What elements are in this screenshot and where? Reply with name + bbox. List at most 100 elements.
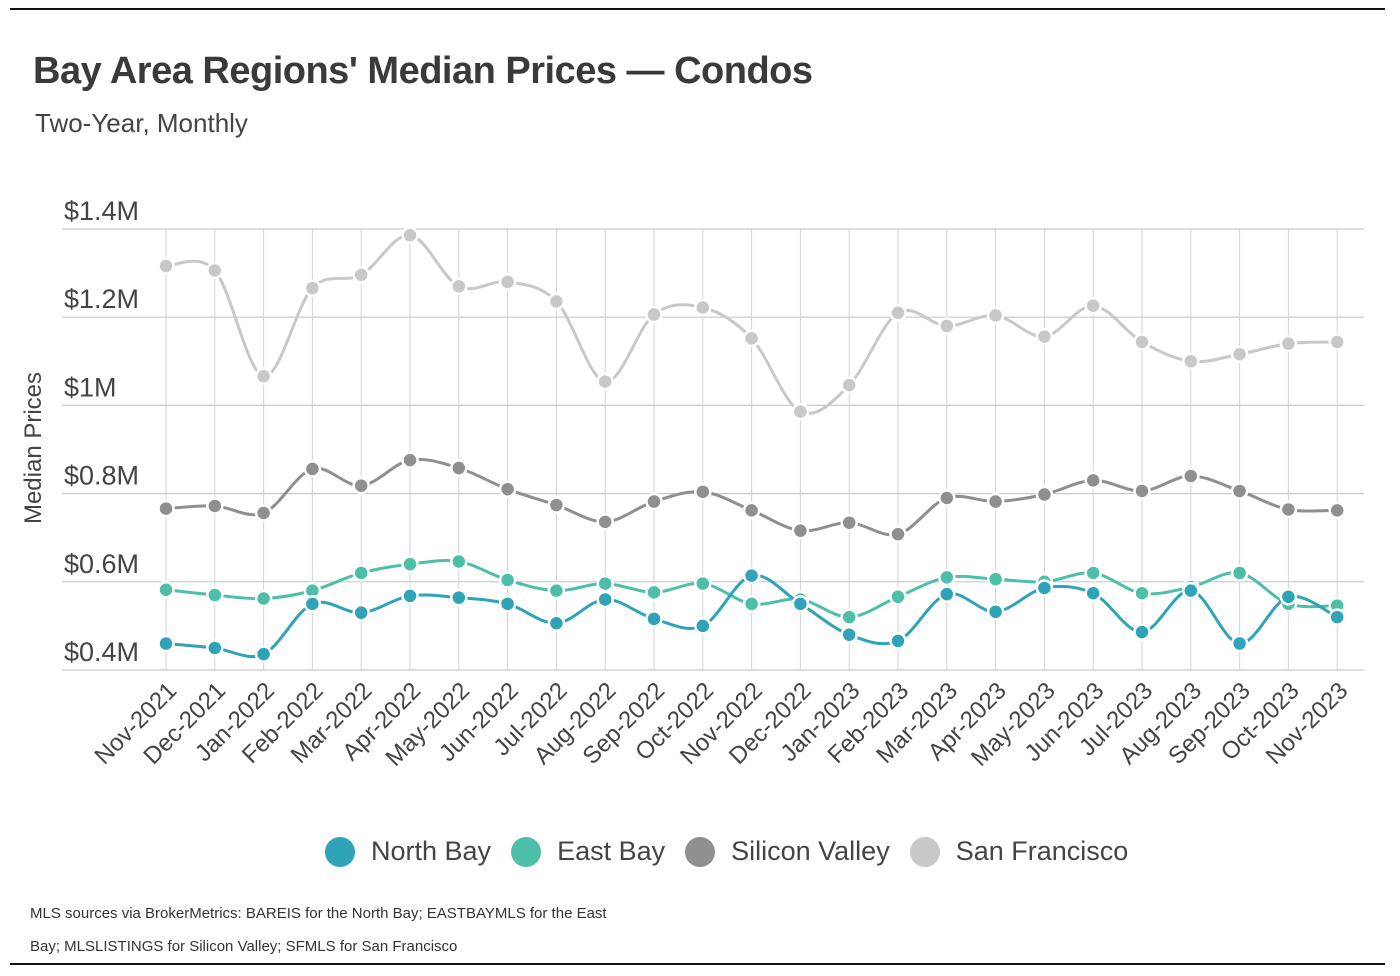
data-point-san-francisco [547, 292, 566, 311]
data-point-east-bay [498, 571, 517, 589]
data-point-east-bay [986, 570, 1005, 588]
legend-item-east-bay: East Bay [511, 836, 665, 867]
data-point-north-bay [596, 590, 614, 609]
data-point-san-francisco [1230, 345, 1249, 363]
data-point-north-bay [1133, 623, 1151, 641]
data-point-north-bay [498, 595, 517, 613]
data-point-north-bay [157, 634, 175, 653]
data-point-north-bay [1230, 634, 1249, 653]
data-point-east-bay [401, 555, 419, 573]
source-note: MLS sources via BrokerMetrics: BAREIS fo… [30, 905, 607, 955]
data-point-silicon-valley [1035, 485, 1054, 504]
data-point-san-francisco [498, 273, 517, 291]
data-point-silicon-valley [157, 499, 175, 518]
data-point-north-bay [401, 587, 419, 605]
data-point-north-bay [1328, 608, 1346, 626]
legend-item-silicon-valley: Silicon Valley [685, 836, 890, 867]
data-point-san-francisco [254, 367, 273, 386]
data-point-silicon-valley [547, 496, 566, 514]
data-point-east-bay [889, 588, 907, 606]
data-point-north-bay [1084, 584, 1102, 603]
data-point-silicon-valley [645, 492, 663, 511]
data-point-east-bay [840, 608, 858, 626]
data-point-silicon-valley [1182, 467, 1200, 485]
data-point-north-bay [352, 603, 370, 622]
series-san-francisco [157, 226, 1346, 421]
y-tick-label: $1M [64, 372, 117, 402]
data-point-san-francisco [1182, 352, 1200, 371]
data-point-san-francisco [938, 317, 956, 335]
data-point-san-francisco [352, 266, 370, 284]
data-point-east-bay [694, 574, 712, 593]
data-point-east-bay [1084, 564, 1102, 582]
data-point-silicon-valley [938, 489, 956, 507]
data-point-north-bay [1182, 581, 1200, 600]
series-silicon-valley [157, 451, 1346, 543]
data-point-east-bay [352, 564, 370, 582]
x-tick-labels: Nov-2021Dec-2021Jan-2022Feb-2022Mar-2022… [90, 677, 1354, 772]
data-point-east-bay [742, 595, 761, 613]
data-point-silicon-valley [791, 521, 810, 540]
data-point-east-bay [645, 583, 663, 602]
series-north-bay [157, 566, 1346, 663]
data-point-san-francisco [791, 402, 810, 421]
data-point-san-francisco [1279, 334, 1298, 353]
data-point-silicon-valley [303, 460, 322, 478]
data-point-san-francisco [1328, 333, 1346, 351]
data-point-san-francisco [889, 304, 907, 322]
y-tick-label: $0.4M [64, 637, 139, 667]
chart-title: Bay Area Regions' Median Prices — Condos [33, 50, 813, 92]
legend-swatch-silicon-valley [685, 836, 716, 867]
data-point-silicon-valley [1279, 500, 1298, 519]
legend-item-san-francisco: San Francisco [909, 836, 1129, 867]
data-point-san-francisco [596, 372, 614, 391]
data-point-silicon-valley [889, 525, 907, 543]
data-point-north-bay [694, 617, 712, 635]
data-point-north-bay [986, 603, 1005, 621]
legend-label-silicon-valley: Silicon Valley [731, 836, 890, 866]
legend-label-north-bay: North Bay [371, 836, 492, 866]
data-point-east-bay [157, 580, 175, 599]
data-point-east-bay [254, 589, 273, 608]
data-point-san-francisco [303, 279, 322, 297]
data-point-north-bay [840, 625, 858, 644]
data-point-silicon-valley [1328, 501, 1346, 520]
legend-swatch-san-francisco [909, 836, 940, 867]
legend-label-san-francisco: San Francisco [955, 836, 1129, 866]
data-point-east-bay [938, 568, 956, 587]
data-point-north-bay [206, 639, 224, 657]
y-tick-label: $0.6M [64, 549, 139, 579]
data-point-silicon-valley [694, 483, 712, 501]
data-point-silicon-valley [401, 451, 419, 469]
data-point-silicon-valley [1230, 482, 1249, 500]
data-point-east-bay [547, 581, 566, 600]
legend: North Bay East Bay Silicon Valley San Franc… [325, 836, 1148, 867]
data-point-north-bay [645, 610, 663, 628]
data-point-north-bay [303, 595, 322, 613]
series-line-san-francisco [165, 233, 1338, 415]
top-rule [10, 8, 1385, 10]
data-point-silicon-valley [498, 480, 517, 498]
data-point-silicon-valley [1084, 471, 1102, 490]
data-point-east-bay [596, 574, 614, 593]
chart-subtitle: Two-Year, Monthly [35, 108, 248, 138]
data-point-north-bay [1279, 588, 1298, 606]
data-point-north-bay [889, 632, 907, 650]
data-point-east-bay [1230, 564, 1249, 582]
legend-swatch-north-bay [325, 836, 355, 867]
data-point-san-francisco [840, 376, 858, 394]
legend-item-north-bay: North Bay [325, 836, 491, 867]
data-point-east-bay [450, 552, 468, 571]
y-tick-label: $0.8M [64, 461, 139, 491]
data-point-san-francisco [450, 277, 468, 296]
data-point-silicon-valley [1133, 482, 1151, 500]
legend-label-east-bay: East Bay [557, 836, 666, 866]
data-point-silicon-valley [596, 513, 614, 531]
data-point-silicon-valley [450, 459, 468, 477]
data-point-san-francisco [157, 257, 175, 275]
data-point-silicon-valley [206, 497, 224, 515]
data-point-east-bay [1133, 584, 1151, 603]
data-point-silicon-valley [352, 476, 370, 495]
data-point-north-bay [547, 614, 566, 633]
